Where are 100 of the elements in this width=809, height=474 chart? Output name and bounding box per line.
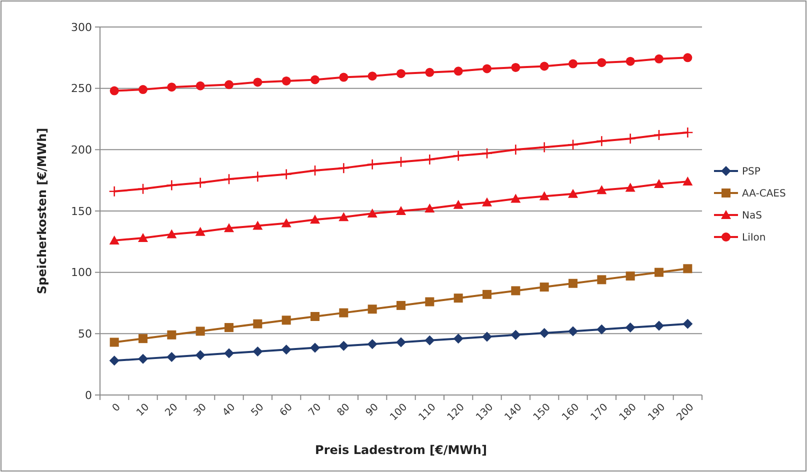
point	[539, 328, 550, 338]
point	[110, 86, 119, 96]
point	[109, 235, 120, 244]
point	[196, 326, 205, 336]
point	[109, 356, 120, 366]
point	[338, 340, 349, 351]
point	[339, 72, 348, 82]
point	[396, 69, 406, 78]
point	[625, 322, 636, 333]
point	[338, 212, 349, 222]
point	[682, 126, 694, 138]
point	[683, 264, 692, 274]
point	[166, 229, 177, 238]
x-axis-title: Preis Ladestrom [€/MWh]	[315, 443, 487, 457]
point	[540, 282, 549, 292]
point	[282, 76, 291, 86]
point	[310, 75, 320, 84]
point	[539, 191, 550, 200]
point	[138, 232, 148, 242]
y-tick-label: 50	[78, 328, 92, 341]
point	[367, 208, 378, 218]
x-tick-label: 170	[588, 402, 610, 424]
point	[138, 85, 148, 94]
point	[281, 218, 292, 228]
legend-label: LiIon	[742, 232, 766, 244]
point	[597, 58, 606, 68]
y-tick-label: 100	[71, 266, 92, 280]
point	[280, 168, 292, 180]
point	[138, 354, 148, 364]
point	[396, 206, 406, 215]
point	[195, 350, 206, 360]
point	[481, 148, 493, 159]
x-tick-label: 110	[416, 402, 438, 424]
point	[624, 132, 636, 144]
point	[167, 330, 176, 340]
y-axis-title: Speicherkosten [€/MWh]	[35, 128, 49, 294]
point	[596, 135, 608, 147]
x-tick-label: 30	[192, 402, 209, 419]
x-tick-label: 50	[249, 402, 266, 419]
x-tick-label: 130	[474, 402, 496, 424]
point	[568, 188, 578, 198]
legend-label: PSP	[742, 166, 760, 178]
point	[682, 318, 693, 329]
point	[309, 164, 321, 176]
x-tick-label: 160	[560, 402, 582, 424]
point	[367, 339, 378, 350]
point	[223, 173, 235, 185]
point	[282, 316, 291, 325]
x-tick-label: 190	[646, 402, 668, 424]
point	[137, 183, 149, 195]
point	[510, 144, 522, 156]
point	[540, 62, 549, 71]
point	[224, 323, 234, 332]
point	[110, 338, 119, 347]
point	[224, 80, 234, 90]
point	[567, 139, 579, 150]
x-tick-label: 100	[388, 402, 410, 424]
x-tick-label: 60	[278, 402, 295, 419]
point	[454, 294, 463, 303]
point	[252, 171, 264, 182]
y-tick-label: 250	[71, 82, 92, 96]
x-tick-label: 90	[364, 402, 381, 419]
point	[510, 194, 521, 203]
point	[654, 268, 664, 277]
point	[424, 204, 435, 213]
point	[510, 330, 521, 340]
point	[368, 72, 377, 81]
point	[511, 286, 520, 296]
x-tick-label: 20	[163, 402, 180, 419]
x-tick-label: 140	[502, 402, 524, 424]
y-tick-label: 0	[85, 388, 92, 402]
point	[454, 66, 463, 76]
point	[224, 223, 234, 232]
point	[281, 344, 292, 355]
point	[166, 352, 177, 362]
legend-label: AA-CAES	[742, 188, 786, 200]
point	[626, 272, 635, 281]
point	[252, 220, 263, 230]
point	[452, 150, 464, 162]
point	[626, 56, 635, 66]
point	[482, 290, 492, 299]
x-tick-label: 40	[220, 402, 238, 419]
x-tick-label: 10	[134, 402, 152, 419]
y-tick-label: 200	[71, 144, 92, 157]
point	[425, 68, 434, 77]
point	[310, 342, 320, 353]
point	[368, 304, 377, 314]
point	[194, 177, 206, 188]
point	[395, 156, 407, 168]
point	[653, 129, 665, 141]
point	[482, 197, 492, 206]
x-tick-label: 70	[306, 402, 324, 419]
point	[453, 200, 464, 209]
point	[138, 334, 148, 344]
legend-label: NaS	[742, 210, 762, 222]
point	[424, 335, 435, 346]
point	[396, 300, 406, 310]
point	[568, 59, 578, 68]
x-tick-label: 120	[446, 402, 467, 424]
point	[252, 346, 263, 356]
